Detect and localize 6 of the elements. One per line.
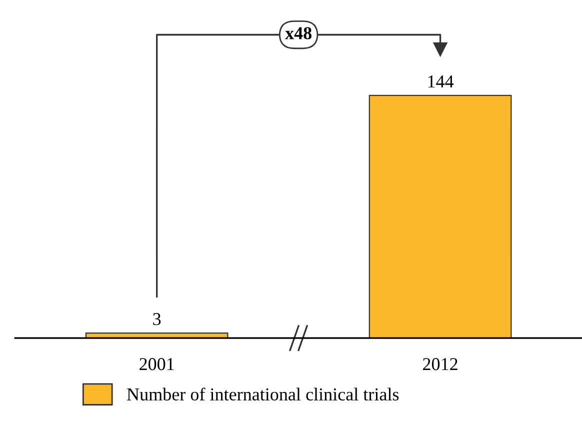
data-label: 144	[428, 75, 454, 88]
text: x48	[285, 27, 312, 40]
legend-label: Number of international clinical trials	[127, 388, 399, 401]
data-label: 3	[153, 313, 161, 326]
x-tick-label: 2001	[140, 358, 174, 370]
x-tick-label: 2012	[423, 358, 458, 370]
